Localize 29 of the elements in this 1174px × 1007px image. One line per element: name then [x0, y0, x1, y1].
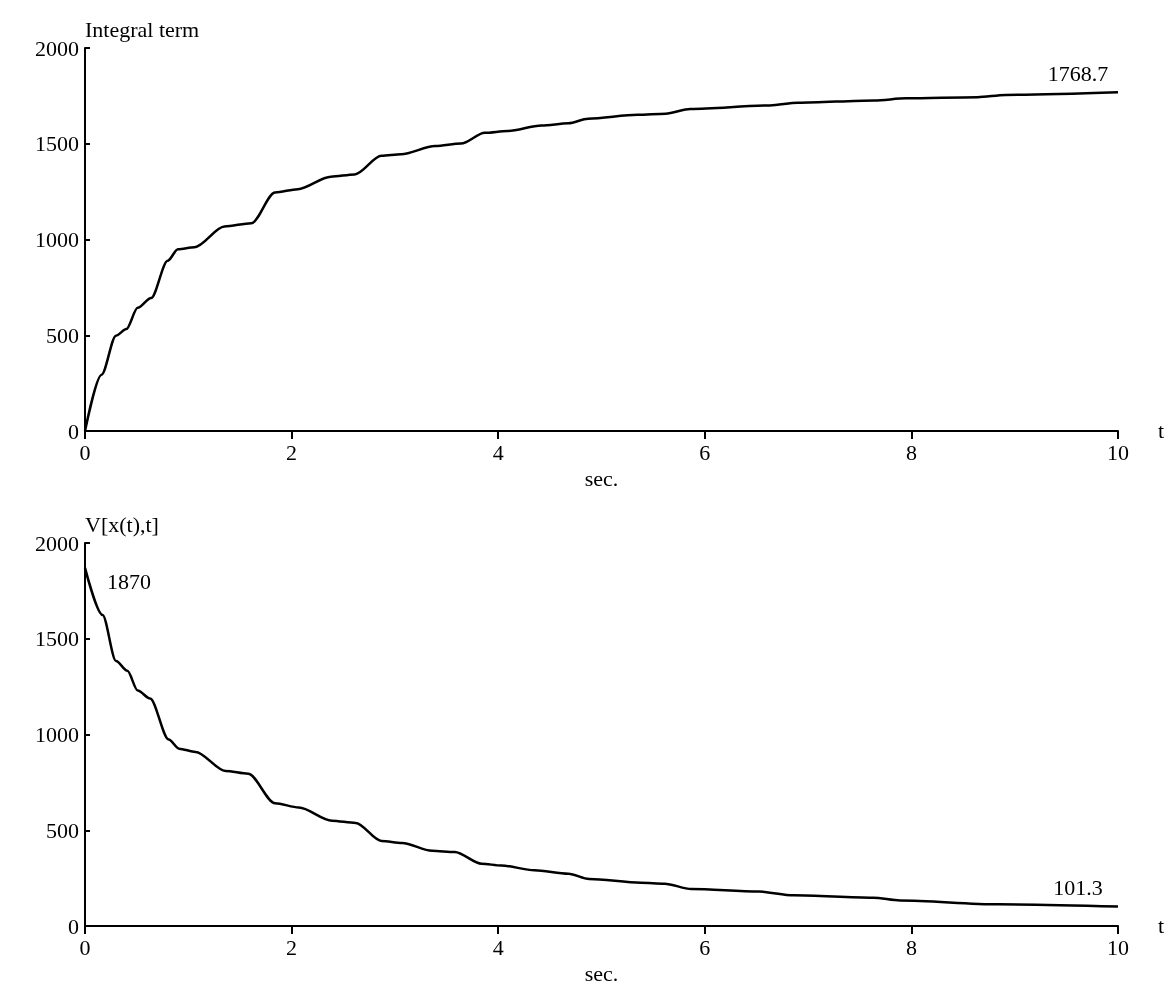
- y-tick-label: 1500: [35, 626, 79, 652]
- x-tick-label: 4: [492, 439, 504, 465]
- x-tick-label: 10: [1107, 934, 1129, 960]
- data-label: 101.3: [1053, 875, 1103, 901]
- text: t: [1158, 417, 1165, 443]
- data-label: 1870: [107, 569, 151, 595]
- x-tick-label: 6: [699, 934, 711, 960]
- y-tick-label: 1500: [35, 131, 79, 157]
- y-axis-title: Integral term: [85, 16, 200, 42]
- x-tick-label: 2: [286, 439, 298, 465]
- x-tick-label: 8: [905, 439, 917, 465]
- y-tick-label: 500: [46, 322, 79, 348]
- x-tick-label: 8: [905, 934, 917, 960]
- y-tick-label: 1000: [35, 227, 79, 252]
- x-tick-label: 4: [492, 934, 504, 960]
- x-tick-label: 6: [699, 439, 711, 465]
- y-tick-label: 0: [68, 418, 79, 444]
- text: t: [1158, 912, 1165, 938]
- y-tick-label: 2000: [35, 530, 79, 556]
- x-tick-label: 2: [286, 934, 298, 960]
- y-tick-label: 2000: [35, 35, 79, 61]
- x-tick-label: 10: [1107, 439, 1129, 465]
- y-tick-label: 500: [46, 817, 79, 843]
- y-axis-title: V[x(t),t]: [85, 511, 159, 537]
- y-tick-label: 0: [68, 913, 79, 939]
- x-axis-title: sec.: [584, 961, 619, 987]
- x-axis-title: sec.: [584, 466, 619, 492]
- data-label: 1768.7: [1047, 60, 1109, 86]
- y-tick-label: 1000: [35, 722, 79, 747]
